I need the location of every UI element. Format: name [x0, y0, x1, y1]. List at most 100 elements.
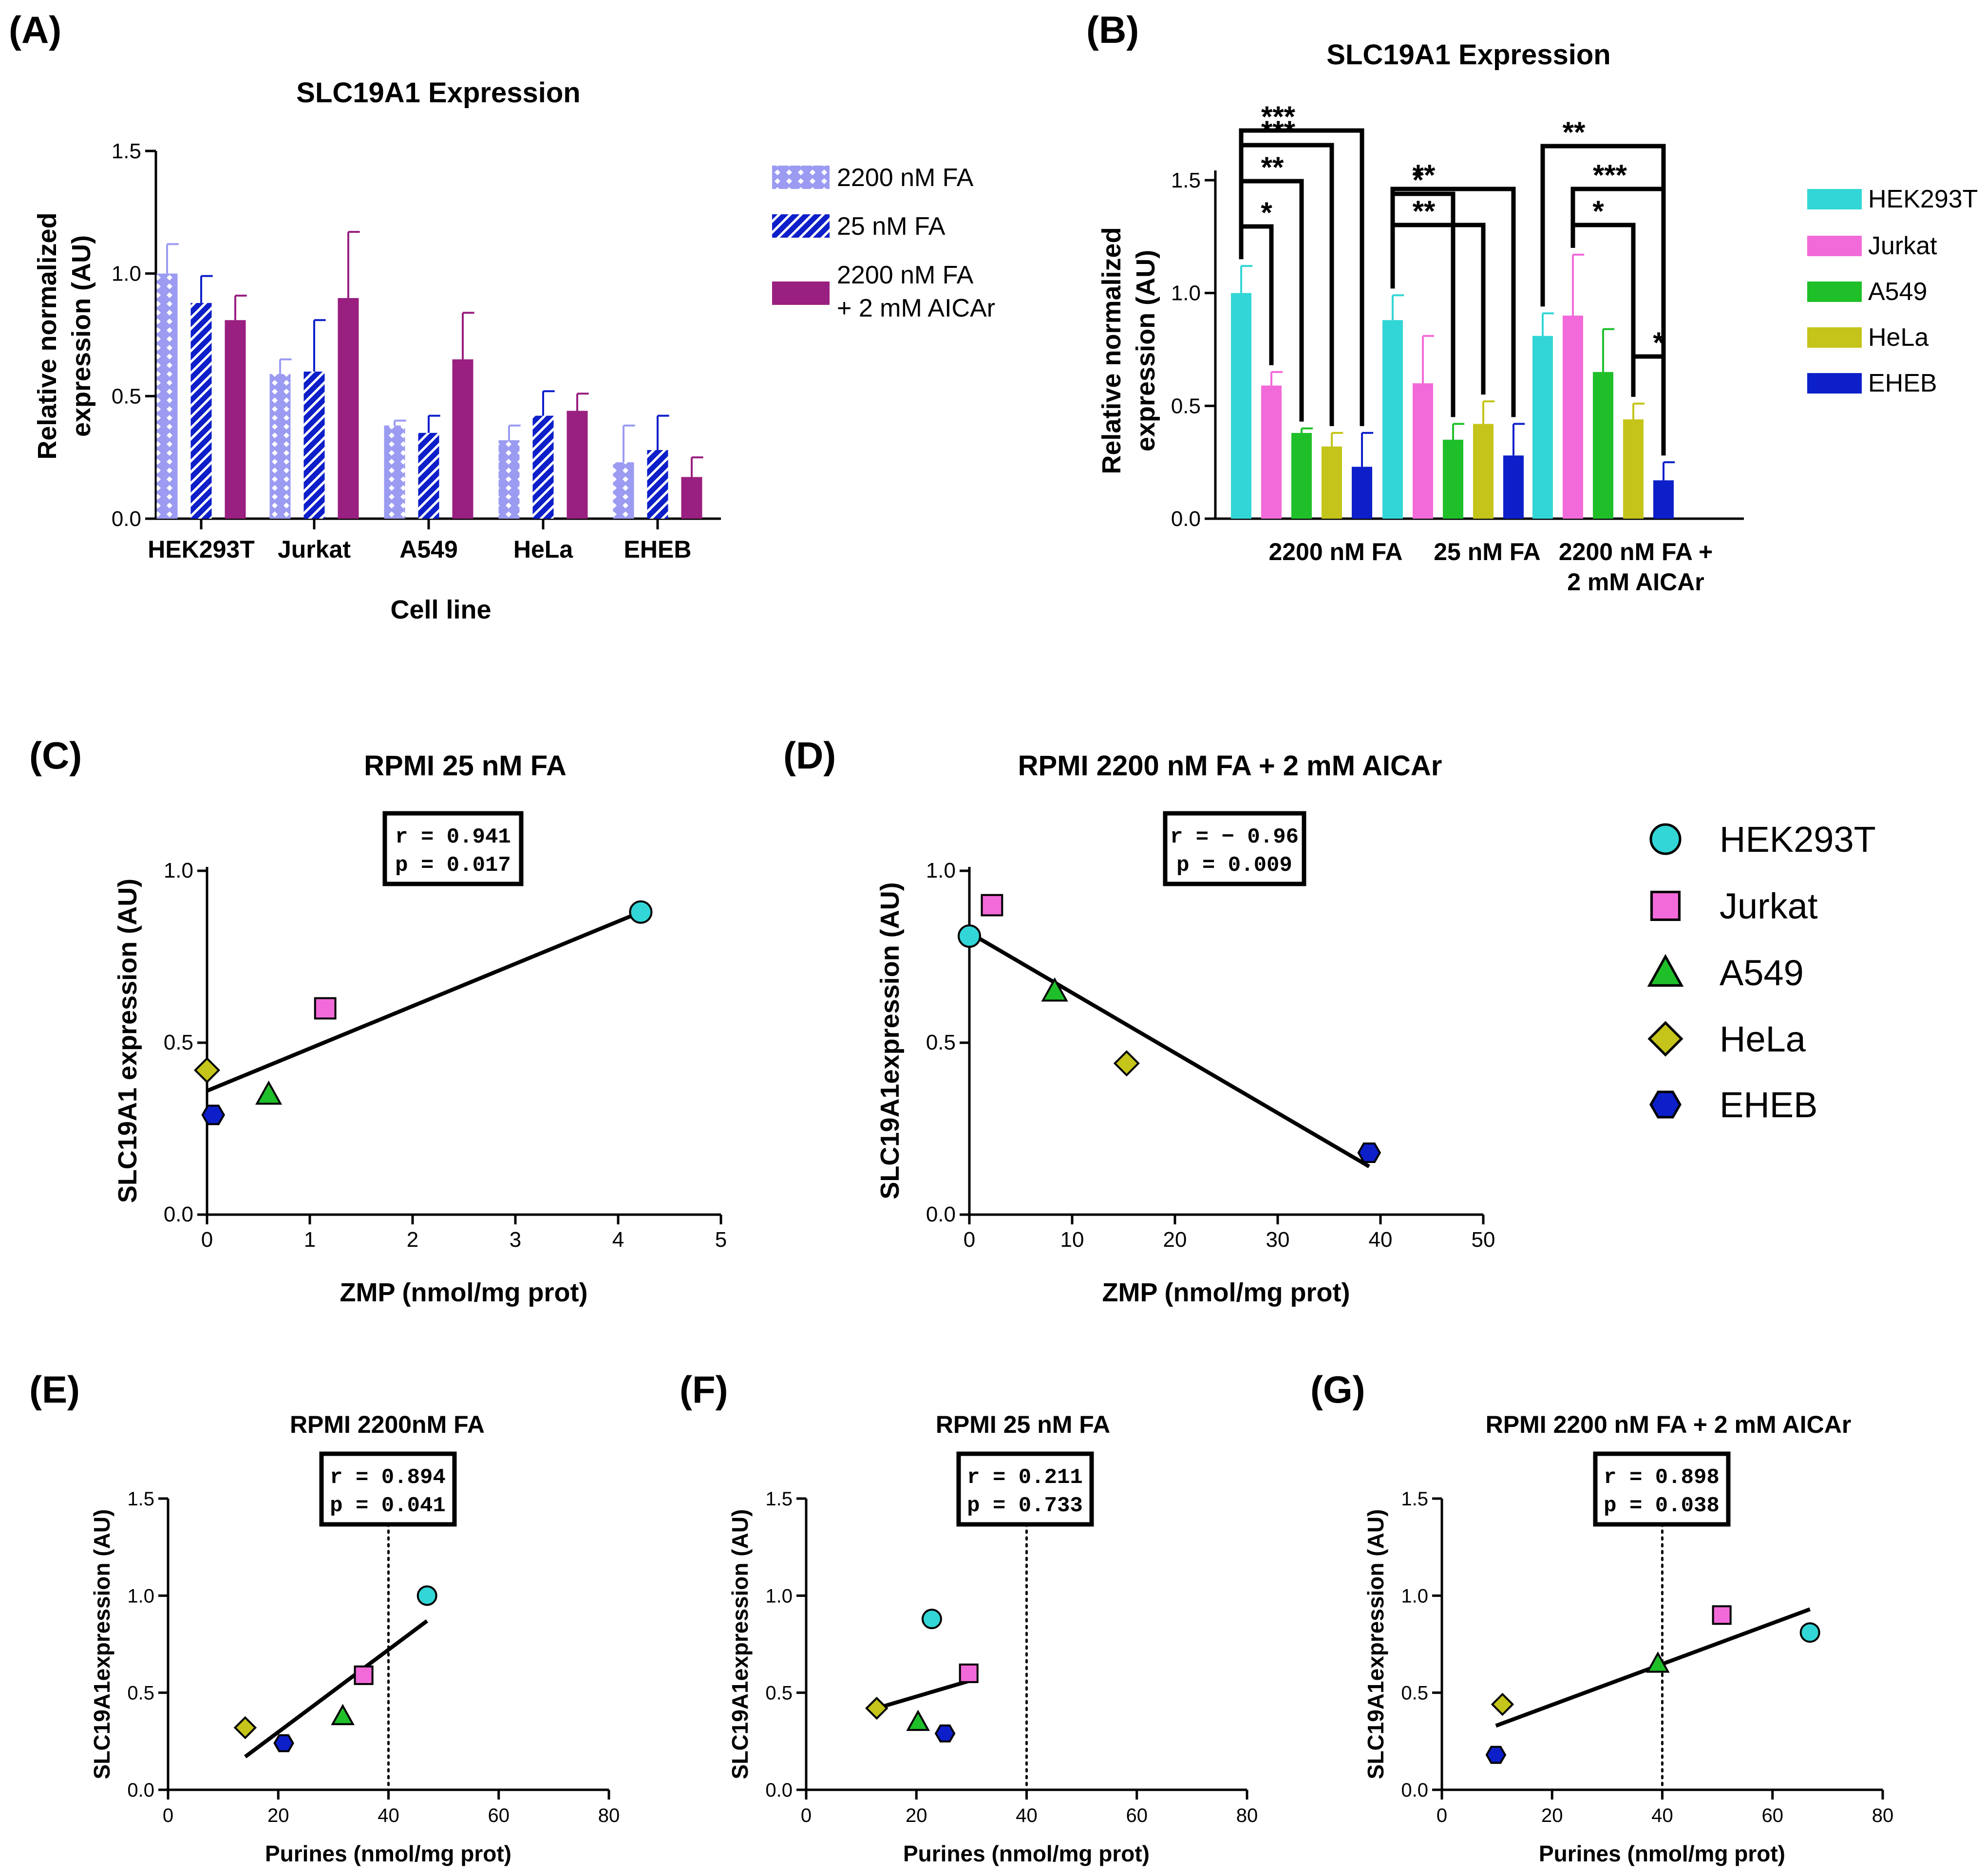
legend-swatch-a549	[1807, 281, 1862, 302]
x-tick-label: A549	[399, 536, 458, 563]
y-axis-label: SLC19A1expression (AU)	[1363, 1509, 1388, 1780]
x-axis-label: Cell line	[390, 595, 491, 624]
y-tick-label: 0.0	[765, 1780, 793, 1801]
x-axis-label: ZMP (nmol/mg prot)	[1102, 1278, 1350, 1307]
significance-label: *	[1261, 196, 1272, 229]
legend-label-eheb: EHEB	[1720, 1085, 1818, 1125]
significance-label: ***	[1261, 100, 1296, 133]
legend-swatch-hek293t	[1807, 189, 1862, 209]
plot-area	[193, 900, 653, 1126]
axis-ticks: 0.0 0.5 1.0 0 10 20 30 40 50	[926, 859, 1495, 1252]
point-hela	[1647, 1021, 1683, 1057]
y-tick-label: 0.0	[112, 507, 141, 531]
bar-jurkat	[1413, 383, 1433, 519]
bar-aicar	[338, 298, 359, 519]
legend-label-aicar-1: 2200 nM FA	[837, 261, 974, 289]
y-tick-label: 1.5	[765, 1488, 793, 1510]
bar-fa2200	[156, 273, 178, 519]
significance-label: *	[1592, 195, 1604, 227]
significance-brackets: *********************	[1239, 100, 1666, 456]
y-tick-label: 0.0	[926, 1202, 956, 1226]
y-axis-label-line1: Relative normalized	[33, 212, 62, 459]
panel-c: RPMI 25 nM FA 0.00.51.00 1 2 3 4 5 r = 0.941 …	[113, 750, 727, 1307]
y-axis-label-line2: expression (AU)	[67, 235, 96, 437]
legend-swatch-hela	[1807, 327, 1862, 348]
legend-swatch-eheb	[1807, 373, 1862, 394]
x-tick-label: HEK293T	[148, 536, 255, 563]
x-tick-label: 0	[801, 1805, 812, 1826]
bar-a549	[1443, 439, 1463, 519]
x-tick-label: 25 nM FA	[1434, 538, 1540, 565]
x-ticks: HEK293T Jurkat A549 HeLa EHEB	[148, 519, 691, 563]
y-tick-label: 0.0	[164, 1202, 193, 1226]
point-jurkat	[314, 997, 337, 1020]
stats-box	[956, 1451, 1094, 1527]
panel-label-g: (G)	[1310, 1368, 1365, 1411]
point-eheb	[1357, 1142, 1381, 1163]
legend-swatch-aicar	[772, 281, 830, 305]
point-hek293t	[629, 900, 653, 924]
x-tick-label: 40	[1369, 1228, 1393, 1252]
bar-a549	[1593, 372, 1613, 519]
y-tick-label: 0.5	[164, 1031, 193, 1054]
regression-line	[968, 931, 1370, 1168]
regression-line	[244, 1619, 429, 1759]
x-tick-label: 30	[1266, 1228, 1290, 1252]
bar-jurkat	[1261, 385, 1282, 519]
stats-p: p = 0.009	[1176, 853, 1292, 878]
point-jurkat	[1650, 890, 1681, 921]
x-tick-label: 0	[163, 1805, 173, 1826]
point-jurkat	[981, 894, 1003, 917]
regression-line	[876, 1679, 969, 1710]
x-tick-label: 20	[906, 1805, 927, 1826]
point-hek293t	[921, 1609, 942, 1630]
bars	[156, 231, 703, 519]
chart-title: RPMI 2200 nM FA + 2 mM AICAr	[1018, 750, 1442, 782]
panel-b: SLC19A1 Expression 0.00.51.01.5 ********…	[1097, 39, 1978, 596]
legend-label-jurkat: Jurkat	[1720, 886, 1818, 926]
x-tick-label: 80	[1236, 1805, 1258, 1826]
plot-area	[1485, 1502, 1820, 1791]
panel-label-e: (E)	[29, 1368, 80, 1411]
point-hela	[865, 1696, 889, 1720]
stats-box	[1163, 811, 1306, 886]
point-hek293t	[1799, 1622, 1820, 1643]
x-tick-label: 0	[1437, 1805, 1447, 1826]
x-tick-label: 80	[598, 1805, 620, 1826]
plot-area	[958, 894, 1381, 1168]
bar-hela	[1322, 446, 1342, 519]
x-tick-label: 60	[488, 1805, 510, 1826]
point-hela	[1113, 1050, 1140, 1077]
stats-r: r = 0.211	[967, 1465, 1083, 1490]
significance-bracket	[1390, 187, 1516, 417]
point-hek293t	[416, 1585, 437, 1606]
legend-label-a549: A549	[1720, 953, 1804, 993]
x-tick-label: 20	[1163, 1228, 1187, 1252]
bar-fa2200	[613, 462, 634, 519]
x-tick-label: 10	[1060, 1228, 1084, 1252]
significance-label: **	[1563, 116, 1586, 149]
stats-box	[382, 811, 524, 886]
y-tick-label: 1.0	[164, 859, 193, 882]
y-axis-label: SLC19A1 expression (AU)	[113, 879, 142, 1203]
stats-r: r = 0.941	[395, 825, 511, 849]
bar-eheb	[1352, 467, 1372, 519]
y-tick-label: 1.5	[112, 139, 141, 163]
bar-fa25	[190, 303, 212, 519]
panel-e: RPMI 2200nM FA 0.0 0.5 1.0 1.5 0 20 40 60 80 r =…	[89, 1411, 620, 1866]
bar-hek293t	[1382, 320, 1403, 519]
chart-title: RPMI 25 nM FA	[936, 1411, 1110, 1438]
y-tick-label: 1.0	[1401, 1585, 1428, 1607]
panel-d: RPMI 2200 nM FA + 2 mM AICAr 0.0 0.5 1.0 0 1…	[875, 750, 1495, 1307]
x-tick-label: 2	[407, 1228, 418, 1252]
x-axis-label: Purines (nmol/mg prot)	[903, 1841, 1150, 1866]
bar-fa2200	[384, 425, 405, 519]
panel-a: SLC19A1 Expression 0.0 0.5 1.0 1.5 HEK293T J…	[33, 77, 995, 624]
y-tick-label: 1.0	[127, 1585, 154, 1607]
significance-label: ***	[1593, 159, 1627, 191]
point-eheb	[934, 1724, 956, 1743]
legend-label-hela: HeLa	[1720, 1019, 1806, 1059]
significance-bracket	[1239, 143, 1334, 426]
x-tick-label: 20	[267, 1805, 289, 1826]
stats-p: p = 0.038	[1604, 1494, 1720, 1518]
